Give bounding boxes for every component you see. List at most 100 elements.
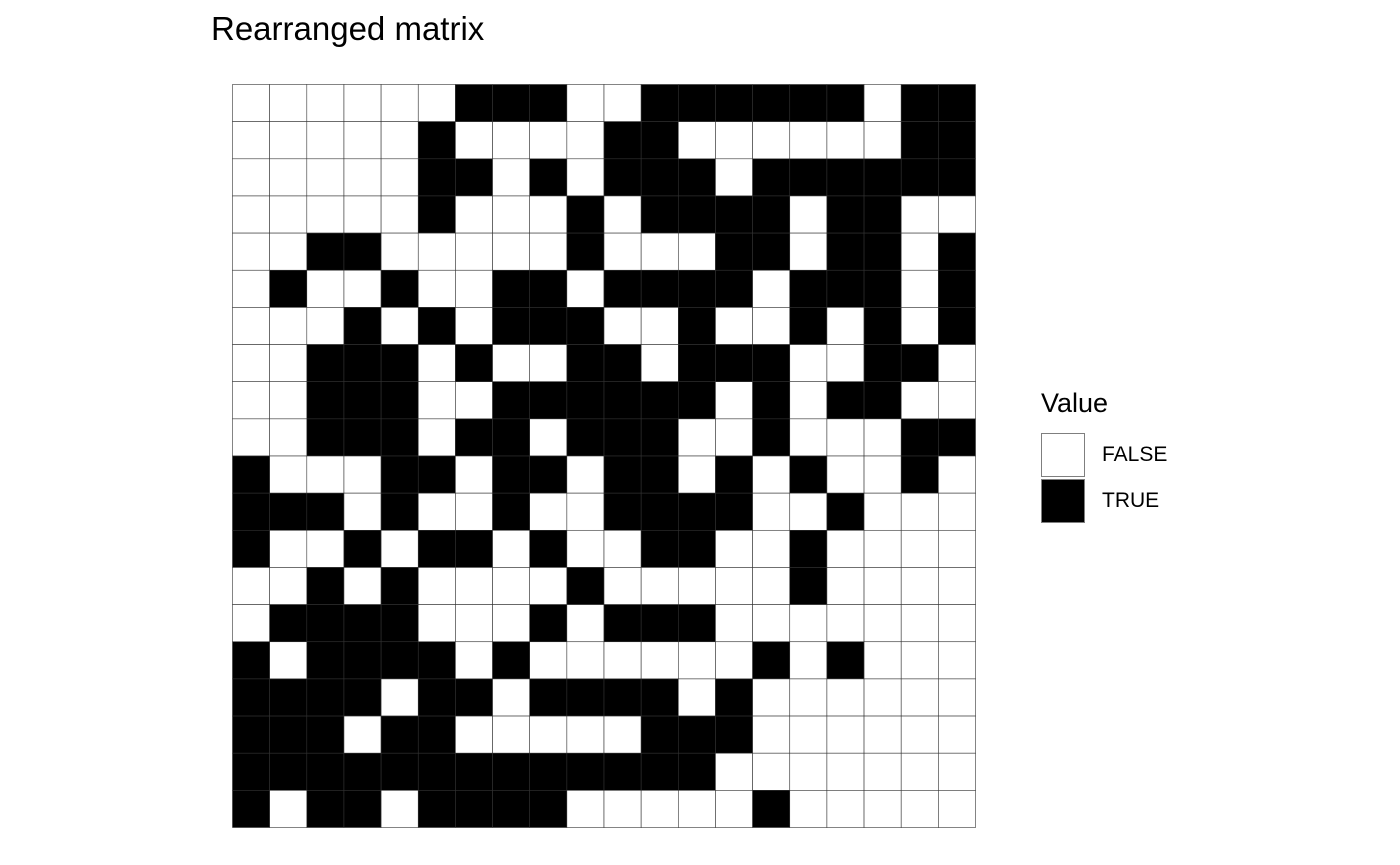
heatmap-cell-r6-c10 [566,269,605,308]
heatmap-cell-r20-c9 [529,790,568,828]
heatmap-cell-r6-c13 [677,269,716,308]
heatmap-cell-r5-c19 [900,232,939,271]
heatmap-cell-r9-c5 [380,381,419,420]
heatmap-cell-r7-c10 [566,307,605,345]
heatmap-cell-r18-c6 [417,715,456,754]
heatmap-cell-r3-c9 [529,158,568,197]
heatmap-cell-r17-c13 [677,678,716,717]
heatmap-cell-r6-c16 [789,269,828,308]
heatmap-cell-r12-c13 [677,492,716,531]
heatmap-cell-r12-c14 [715,492,753,531]
heatmap-cell-r8-c14 [715,344,753,382]
heatmap-cell-r13-c6 [417,529,456,568]
heatmap-cell-r7-c3 [306,307,345,345]
heatmap-cell-r3-c12 [640,158,679,197]
heatmap-cell-r3-c20 [938,158,976,197]
heatmap-cell-r9-c6 [417,381,456,420]
heatmap-cell-r17-c16 [789,678,828,717]
heatmap-cell-r13-c16 [789,529,828,568]
heatmap-cell-r9-c15 [752,381,791,420]
heatmap-cell-r3-c15 [752,158,791,197]
heatmap-cell-r9-c7 [455,381,493,420]
heatmap-cell-r1-c20 [938,84,976,122]
heatmap-cell-r8-c18 [863,344,902,382]
heatmap-cell-r19-c16 [789,752,828,791]
heatmap-cell-r11-c5 [380,455,419,494]
heatmap-cell-r6-c3 [306,269,345,308]
heatmap-cell-r10-c11 [603,418,642,457]
heatmap-cell-r5-c15 [752,232,791,271]
heatmap-cell-r20-c18 [863,790,902,828]
heatmap-cell-r7-c1 [232,307,270,345]
heatmap-cell-r4-c5 [380,195,419,234]
heatmap-cell-r14-c15 [752,567,791,605]
heatmap-cell-r7-c9 [529,307,568,345]
heatmap-cell-r17-c20 [938,678,976,717]
heatmap-cell-r5-c18 [863,232,902,271]
heatmap-cell-r4-c3 [306,195,345,234]
heatmap-cell-r14-c16 [789,567,828,605]
heatmap-cell-r16-c4 [343,641,382,680]
heatmap-cell-r4-c13 [677,195,716,234]
heatmap-cell-r19-c19 [900,752,939,791]
heatmap-cell-r6-c2 [269,269,308,308]
heatmap-cell-r11-c15 [752,455,791,494]
heatmap-cell-r10-c1 [232,418,270,457]
heatmap-cell-r1-c13 [677,84,716,122]
heatmap-cell-r18-c15 [752,715,791,754]
heatmap-cell-r5-c11 [603,232,642,271]
heatmap-cell-r2-c16 [789,121,828,160]
heatmap-cell-r1-c19 [900,84,939,122]
heatmap-cell-r17-c18 [863,678,902,717]
heatmap-cell-r2-c14 [715,121,753,160]
heatmap-cell-r6-c15 [752,269,791,308]
heatmap-cell-r4-c4 [343,195,382,234]
heatmap-cell-r19-c13 [677,752,716,791]
heatmap-cell-r11-c14 [715,455,753,494]
heatmap-cell-r15-c20 [938,604,976,643]
heatmap-cell-r2-c19 [900,121,939,160]
heatmap-cell-r14-c12 [640,567,679,605]
heatmap-cell-r15-c18 [863,604,902,643]
heatmap-cell-r1-c8 [492,84,530,122]
heatmap-cell-r9-c13 [677,381,716,420]
heatmap-cell-r19-c4 [343,752,382,791]
heatmap-cell-r8-c9 [529,344,568,382]
heatmap-cell-r13-c8 [492,529,530,568]
heatmap-cell-r15-c11 [603,604,642,643]
heatmap-cell-r3-c2 [269,158,308,197]
heatmap-cell-r3-c10 [566,158,605,197]
heatmap-cell-r17-c11 [603,678,642,717]
heatmap-cell-r10-c18 [863,418,902,457]
heatmap-cell-r3-c11 [603,158,642,197]
heatmap-cell-r7-c6 [417,307,456,345]
heatmap-cell-r20-c19 [900,790,939,828]
heatmap-cell-r4-c11 [603,195,642,234]
heatmap-cell-r18-c4 [343,715,382,754]
legend-key-false [1041,433,1085,477]
heatmap-cell-r10-c16 [789,418,828,457]
heatmap-cell-r15-c2 [269,604,308,643]
heatmap-cell-r4-c8 [492,195,530,234]
heatmap-cell-r20-c5 [380,790,419,828]
heatmap-cell-r18-c17 [826,715,865,754]
heatmap-cell-r10-c20 [938,418,976,457]
heatmap-cell-r15-c12 [640,604,679,643]
heatmap-cell-r16-c11 [603,641,642,680]
heatmap-cell-r7-c14 [715,307,753,345]
heatmap-cell-r9-c16 [789,381,828,420]
heatmap-cell-r3-c7 [455,158,493,197]
heatmap-cell-r20-c15 [752,790,791,828]
heatmap-cell-r18-c16 [789,715,828,754]
heatmap-cell-r2-c2 [269,121,308,160]
heatmap-cell-r2-c9 [529,121,568,160]
heatmap-cell-r12-c16 [789,492,828,531]
heatmap-cell-r19-c8 [492,752,530,791]
heatmap-cell-r5-c12 [640,232,679,271]
heatmap-cell-r9-c2 [269,381,308,420]
heatmap-cell-r20-c11 [603,790,642,828]
heatmap-cell-r13-c19 [900,529,939,568]
heatmap-cell-r16-c8 [492,641,530,680]
heatmap-cell-r2-c15 [752,121,791,160]
heatmap-cell-r7-c2 [269,307,308,345]
